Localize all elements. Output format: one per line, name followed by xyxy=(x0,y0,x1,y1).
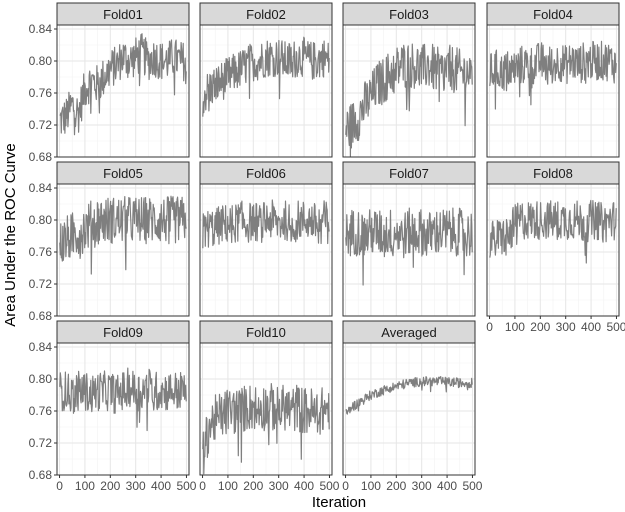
x-tick-label: 0 xyxy=(199,479,206,493)
series-line xyxy=(345,207,473,286)
y-tick-label: 0.68 xyxy=(29,468,53,482)
facet-panel-fold08: Fold08 0 100 200 300 400 500 xyxy=(486,161,625,334)
y-tick-label: 0.80 xyxy=(29,372,53,386)
series-line xyxy=(345,43,473,157)
facet-panel-fold04: Fold04 xyxy=(486,2,620,158)
facet-strip-label: Fold06 xyxy=(246,166,286,181)
y-tick-label: 0.84 xyxy=(29,181,53,195)
x-tick-label: 200 xyxy=(243,479,263,493)
x-tick-label: 500 xyxy=(319,479,339,493)
x-tick-label: 100 xyxy=(505,320,525,334)
x-tick-label: 100 xyxy=(361,479,381,493)
y-tick-label: 0.68 xyxy=(29,309,53,323)
series-line xyxy=(202,36,330,117)
facet-panel-averaged: Averaged 0 100 200 300 400 500 xyxy=(342,320,483,493)
panel-border xyxy=(486,183,620,317)
panel-border xyxy=(56,183,190,317)
series-line xyxy=(59,367,187,432)
x-tick-label: 400 xyxy=(437,479,457,493)
panel-border xyxy=(486,24,620,158)
panel-border xyxy=(56,342,190,476)
series-line xyxy=(59,33,187,136)
x-tick-label: 0 xyxy=(56,479,63,493)
facet-strip-label: Fold07 xyxy=(389,166,429,181)
x-tick-label: 500 xyxy=(462,479,482,493)
facet-panel-fold03: Fold03 xyxy=(342,2,476,158)
x-tick-label: 400 xyxy=(581,320,601,334)
x-tick-label: 0 xyxy=(342,479,349,493)
y-axis-title: Area Under the ROC Curve xyxy=(2,143,19,326)
y-tick-label: 0.76 xyxy=(29,404,53,418)
x-tick-label: 400 xyxy=(151,479,171,493)
panel-border xyxy=(342,24,476,158)
series-line xyxy=(202,199,330,249)
y-tick-label: 0.76 xyxy=(29,245,53,259)
y-tick-label: 0.72 xyxy=(29,436,53,450)
y-tick-label: 0.80 xyxy=(29,213,53,227)
y-tick-label: 0.84 xyxy=(29,22,53,36)
x-tick-label: 400 xyxy=(294,479,314,493)
facet-panel-fold09: Fold09 0.68 0.72 0.76 0.80 0.84 0 100 200 300 400 5… xyxy=(29,320,197,493)
facet-strip-label: Fold03 xyxy=(389,7,429,22)
facet-strip-label: Fold08 xyxy=(533,166,573,181)
y-tick-label: 0.84 xyxy=(29,340,53,354)
panel-border xyxy=(342,342,476,476)
x-tick-label: 100 xyxy=(218,479,238,493)
x-tick-label: 300 xyxy=(269,479,289,493)
x-tick-label: 0 xyxy=(486,320,493,334)
facet-panel-fold06: Fold06 xyxy=(199,161,333,317)
x-tick-label: 200 xyxy=(386,479,406,493)
x-tick-label: 300 xyxy=(412,479,432,493)
series-line xyxy=(59,195,187,275)
facet-strip-label: Fold05 xyxy=(103,166,143,181)
x-tick-label: 100 xyxy=(75,479,95,493)
y-tick-label: 0.68 xyxy=(29,150,53,164)
y-tick-label: 0.76 xyxy=(29,86,53,100)
y-tick-label: 0.80 xyxy=(29,54,53,68)
x-tick-label: 500 xyxy=(176,479,196,493)
panel-border xyxy=(199,183,333,317)
series-line xyxy=(345,376,473,415)
x-tick-label: 200 xyxy=(530,320,550,334)
facet-strip-label: Fold09 xyxy=(103,325,143,340)
facet-panel-fold07: Fold07 xyxy=(342,161,476,317)
y-tick-label: 0.72 xyxy=(29,118,53,132)
x-axis-title: Iteration xyxy=(312,494,366,511)
x-tick-label: 500 xyxy=(606,320,625,334)
panel-grid: Fold01 0.68 0.72 0.76 0.80 0.84 Fold02 Fold03 Fo… xyxy=(29,2,625,493)
x-tick-label: 300 xyxy=(556,320,576,334)
facet-panel-fold01: Fold01 0.68 0.72 0.76 0.80 0.84 xyxy=(29,2,190,164)
y-tick-label: 0.72 xyxy=(29,277,53,291)
series-line xyxy=(489,199,617,264)
facet-strip-label: Averaged xyxy=(381,325,436,340)
x-tick-label: 300 xyxy=(126,479,146,493)
facet-panel-fold02: Fold02 xyxy=(199,2,333,158)
panel-border xyxy=(342,183,476,317)
panel-border xyxy=(199,24,333,158)
series-line xyxy=(489,40,617,110)
facet-strip-label: Fold02 xyxy=(246,7,286,22)
x-tick-label: 200 xyxy=(100,479,120,493)
panel-border xyxy=(56,24,190,158)
facet-panel-fold10: Fold10 0 100 200 300 400 500 xyxy=(199,320,340,493)
facet-strip-label: Fold10 xyxy=(246,325,286,340)
series-line xyxy=(202,383,330,475)
facet-panel-fold05: Fold05 0.68 0.72 0.76 0.80 0.84 xyxy=(29,161,190,323)
panel-border xyxy=(199,342,333,476)
facet-strip-label: Fold04 xyxy=(533,7,573,22)
facet-strip-label: Fold01 xyxy=(103,7,143,22)
